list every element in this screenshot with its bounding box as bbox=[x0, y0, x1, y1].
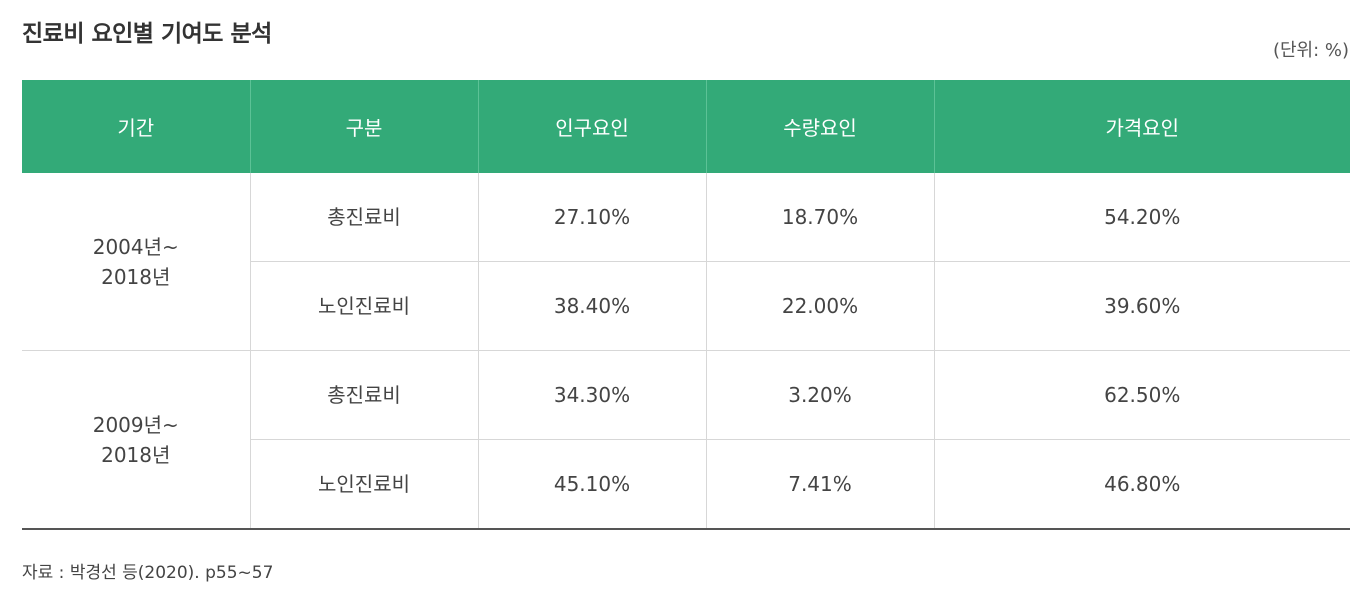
price-cell: 62.50% bbox=[933, 350, 1350, 440]
table-row: 노인진료비 38.40% 22.00% 39.60% bbox=[22, 261, 1350, 351]
header-price-factor: 가격요인 bbox=[933, 80, 1350, 173]
period-start: 2009년~ bbox=[92, 412, 179, 437]
population-cell: 34.30% bbox=[477, 350, 706, 440]
category-cell: 총진료비 bbox=[249, 350, 478, 440]
price-cell: 54.20% bbox=[933, 173, 1350, 262]
header-population-factor: 인구요인 bbox=[477, 80, 706, 173]
table-row: 2009년~ 2018년 총진료비 34.30% 3.20% 62.50% bbox=[22, 350, 1350, 530]
period-end: 2018년 bbox=[101, 442, 171, 467]
header-period: 기간 bbox=[22, 80, 250, 173]
header-row: 기간 구분 인구요인 수량요인 가격요인 bbox=[22, 80, 1350, 173]
period-end: 2018년 bbox=[101, 264, 171, 289]
period-cell: 2004년~ 2018년 bbox=[22, 173, 250, 351]
period-start: 2004년~ bbox=[92, 234, 179, 259]
quantity-cell: 7.41% bbox=[705, 439, 934, 530]
page-title: 진료비 요인별 기여도 분석 bbox=[22, 21, 272, 47]
contribution-table: 기간 구분 인구요인 수량요인 가격요인 2004년~ 2018년 총진료비 2… bbox=[22, 80, 1350, 530]
unit-label: (단위: %) bbox=[1272, 40, 1349, 61]
population-cell: 45.10% bbox=[477, 439, 706, 530]
quantity-cell: 22.00% bbox=[705, 261, 934, 351]
header-category: 구분 bbox=[249, 80, 478, 173]
table-body: 2004년~ 2018년 총진료비 27.10% 18.70% 54.20% 노… bbox=[22, 173, 1350, 530]
category-cell: 노인진료비 bbox=[249, 439, 478, 530]
population-cell: 38.40% bbox=[477, 261, 706, 351]
table-header: 기간 구분 인구요인 수량요인 가격요인 bbox=[22, 80, 1350, 173]
header-quantity-factor: 수량요인 bbox=[705, 80, 934, 173]
category-cell: 총진료비 bbox=[249, 173, 478, 262]
source-note: 자료 : 박경선 등(2020). p55~57 bbox=[22, 563, 274, 583]
table-row: 2004년~ 2018년 총진료비 27.10% 18.70% 54.20% bbox=[22, 173, 1350, 351]
category-cell: 노인진료비 bbox=[249, 261, 478, 351]
quantity-cell: 18.70% bbox=[705, 173, 934, 262]
table-row: 노인진료비 45.10% 7.41% 46.80% bbox=[22, 439, 1350, 530]
quantity-cell: 3.20% bbox=[705, 350, 934, 440]
price-cell: 39.60% bbox=[933, 261, 1350, 351]
price-cell: 46.80% bbox=[933, 439, 1350, 530]
period-cell: 2009년~ 2018년 bbox=[22, 350, 250, 530]
population-cell: 27.10% bbox=[477, 173, 706, 262]
contribution-table-container: 기간 구분 인구요인 수량요인 가격요인 2004년~ 2018년 총진료비 2… bbox=[22, 80, 1350, 530]
